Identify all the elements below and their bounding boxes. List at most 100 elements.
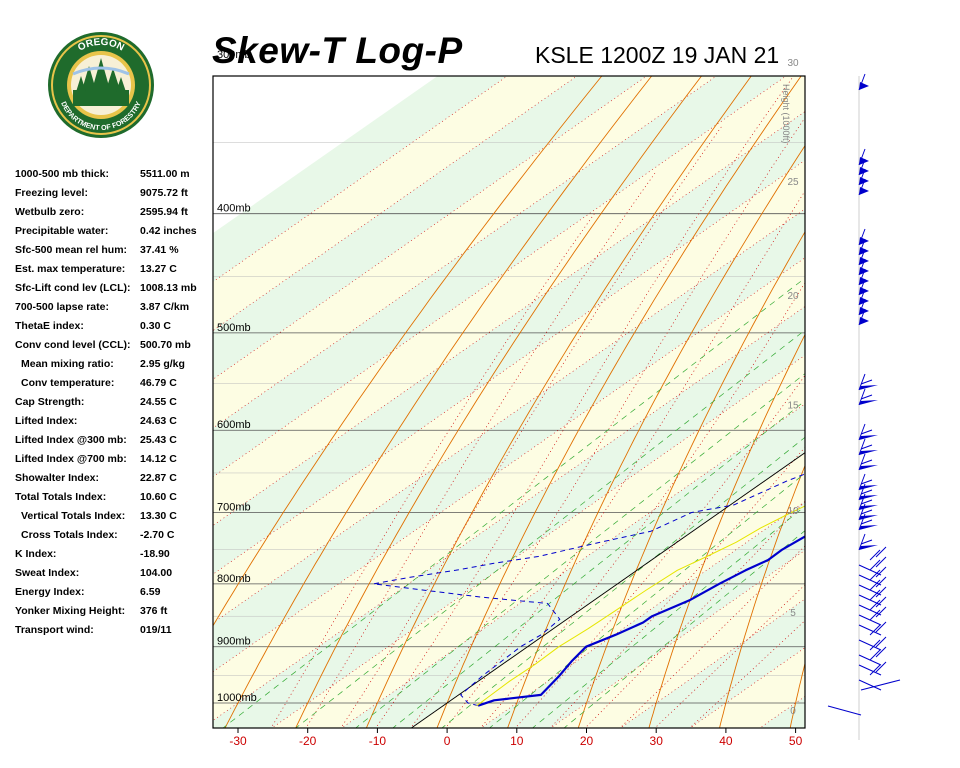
index-label: Yonker Mixing Height: <box>15 605 126 617</box>
mixing-ratio-line <box>488 472 805 728</box>
wind-barb-feather <box>860 509 873 515</box>
index-label: Vertical Totals Index: <box>21 510 126 522</box>
plot-frame <box>212 75 806 729</box>
wind-barb <box>858 513 866 531</box>
index-label: Wetbulb zero: <box>15 206 85 218</box>
index-value: 22.87 C <box>140 472 177 484</box>
pressure-label: 600mb <box>217 419 251 431</box>
moist-adiabat-line <box>584 500 805 728</box>
index-label: Showalter Index: <box>15 472 100 484</box>
index-value: 9075.72 ft <box>140 187 188 199</box>
temperature-band <box>481 501 805 728</box>
wind-barb-feather <box>875 646 887 658</box>
wind-barb-feather <box>869 609 881 621</box>
index-value: 37.41 % <box>140 244 179 256</box>
height-tick-label: 5 <box>790 608 796 619</box>
dry-adiabat-line <box>931 0 960 729</box>
wind-barb-flag <box>859 317 869 325</box>
wind-barb-feather <box>875 566 887 578</box>
dry-adiabat-line <box>436 76 802 728</box>
temperature-band <box>620 598 805 728</box>
wind-barb-feather <box>860 429 873 435</box>
index-label: 1000-500 mb thick: <box>15 168 109 180</box>
wind-barb-feather <box>875 636 887 648</box>
temperature-band <box>828 0 960 729</box>
x-tick-label: 30 <box>650 734 664 748</box>
index-value: 104.00 <box>140 567 173 579</box>
index-value: 25.43 C <box>140 434 177 446</box>
wind-barb-feather <box>860 394 873 400</box>
chart-title: Skew-T Log-P <box>212 30 463 71</box>
wind-barb <box>827 705 862 716</box>
index-value: 13.30 C <box>140 510 177 522</box>
moist-adiabat-line <box>479 282 805 728</box>
reference-isotherm-line <box>410 452 805 728</box>
pressure-label: 300mb <box>217 49 251 61</box>
dry-adiabat-line <box>365 76 752 728</box>
wind-barb-flag <box>859 505 878 510</box>
index-row: Sfc-Lift cond lev (LCL): 1008.13 mb <box>15 282 215 301</box>
dry-adiabat-line <box>789 661 805 728</box>
dry-adiabat-line <box>719 464 805 728</box>
index-label: Lifted Index @300 mb: <box>15 434 127 446</box>
zero-isotherm-line <box>410 452 805 728</box>
wind-barb-feather <box>860 444 873 450</box>
index-value: 24.55 C <box>140 396 177 408</box>
isotherm-line <box>341 403 805 728</box>
wind-barb-feather <box>869 664 881 676</box>
isotherm-line <box>213 306 805 721</box>
index-label: Lifted Index: <box>15 415 78 427</box>
wind-barb-feather <box>860 459 873 465</box>
dry-adiabat-line <box>213 76 603 627</box>
height-tick-label: 15 <box>787 401 799 412</box>
index-row: Conv temperature: 46.79 C <box>15 377 215 396</box>
wind-barb-feather <box>875 621 887 633</box>
sounding-profiles <box>373 473 805 707</box>
wind-barb-feather <box>860 479 873 485</box>
index-row: Cross Totals Index: -2.70 C <box>15 529 215 548</box>
wind-barb <box>858 423 866 441</box>
wind-barb-feather <box>860 499 873 505</box>
wind-barb-feather <box>869 569 881 581</box>
index-row: Vertical Totals Index: 13.30 C <box>15 510 215 529</box>
isotherm-line <box>213 208 805 624</box>
index-row: Lifted Index: 24.63 C <box>15 415 215 434</box>
index-label: K Index: <box>15 548 57 560</box>
wind-barbs <box>827 73 901 716</box>
wind-barb-feather <box>869 589 881 601</box>
temperature-band <box>759 696 805 728</box>
height-tick-label: 25 <box>787 177 799 188</box>
oregon-department-of-forestry-logo: OREGON DEPARTMENT OF FORESTRY <box>48 32 154 138</box>
index-label: Cross Totals Index: <box>21 529 118 541</box>
wind-barb <box>858 533 866 551</box>
wind-barb <box>858 624 882 636</box>
index-value: 14.12 C <box>140 453 177 465</box>
index-value: 500.70 mb <box>140 339 191 351</box>
wind-barb-feather <box>875 576 887 588</box>
index-row: Sweat Index: 104.00 <box>15 567 215 586</box>
wind-barb <box>858 453 866 471</box>
height-tick-label: 20 <box>787 291 799 302</box>
wind-barb <box>858 473 866 491</box>
index-row: Sfc-500 mean rel hum: 37.41 % <box>15 244 215 263</box>
index-row: Total Totals Index: 10.60 C <box>15 491 215 510</box>
index-value: 13.27 C <box>140 263 177 275</box>
dry-adiabat-line <box>861 0 960 729</box>
dry-adiabat-line <box>224 76 653 728</box>
index-value: 376 ft <box>140 605 168 617</box>
index-row: Energy Index: 6.59 <box>15 586 215 605</box>
index-row: Showalter Index: 22.87 C <box>15 472 215 491</box>
index-value: -18.90 <box>140 548 170 560</box>
mixing-ratio-line <box>441 436 805 728</box>
index-value: 24.63 C <box>140 415 177 427</box>
index-value: 019/11 <box>140 624 172 636</box>
wind-barb-feather <box>869 579 881 591</box>
wind-barb-flag <box>859 485 878 490</box>
x-tick-label: -10 <box>369 734 387 748</box>
wind-barb-flag <box>859 545 878 550</box>
isotherm-line <box>271 354 805 728</box>
index-value: 5511.00 m <box>140 168 190 180</box>
index-value: -2.70 C <box>140 529 175 541</box>
index-value: 1008.13 mb <box>140 282 197 294</box>
pressure-label: 700mb <box>217 502 251 514</box>
